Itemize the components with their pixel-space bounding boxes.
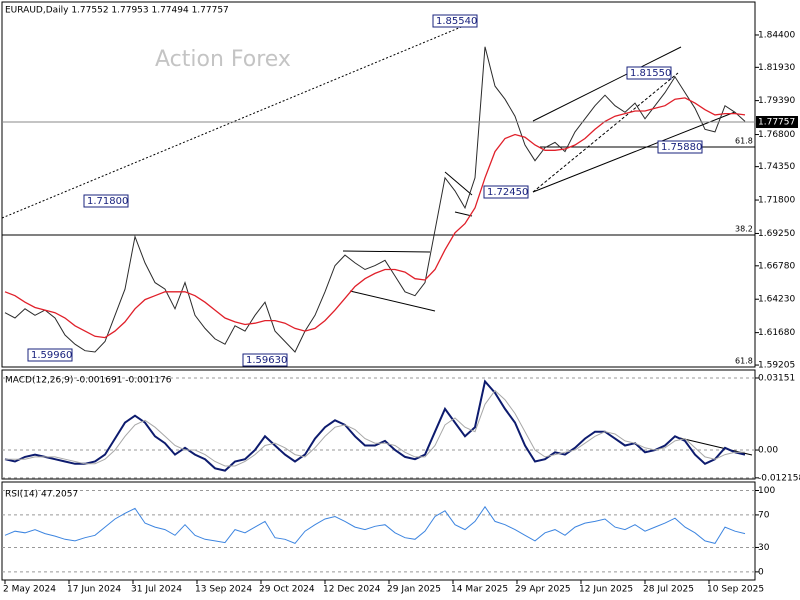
watermark: Action Forex [155,47,291,72]
last-price-box [756,116,798,129]
y-tick-label: 30 [758,543,770,553]
y-tick-label: 1.76800 [758,130,795,140]
y-tick-label: 1.84400 [758,30,795,40]
panel-title: RSI(14) 47.2057 [5,490,78,500]
annotation: 1.72450 [487,187,528,198]
channel-line [532,111,736,193]
x-tick-label: 31 Jul 2024 [131,585,182,595]
x-tick-label: 10 Sep 2025 [707,585,764,595]
y-tick-label: 100 [758,486,775,496]
series-line [4,505,746,545]
x-tick-label: 29 Apr 2025 [515,585,571,595]
annotation-box [483,185,529,199]
series-line [5,389,745,467]
y-tick-label: 1.71800 [758,196,795,206]
x-tick-label: 29 Oct 2024 [259,585,315,595]
annotation-box [657,140,703,154]
annotation-box [27,348,73,362]
annotation: 1.75880 [661,142,702,153]
y-tick-label: 1.74350 [758,162,795,172]
series-line [4,379,746,472]
last-price: 1.77757 [758,118,795,128]
rsi-panel [1,481,756,581]
flag-line [454,211,473,217]
channel-line [532,46,682,122]
y-tick-label: 70 [758,510,770,520]
panel-title: EURAUD,Daily 1.77552 1.77953 1.77494 1.7… [5,6,229,16]
macd-panel [1,369,756,480]
x-tick-label: 13 Sep 2024 [195,585,252,595]
triangle-line [342,250,431,253]
series-line [4,46,746,353]
annotation-box [83,194,129,208]
y-tick-label: 1.69250 [758,229,795,239]
y-tick-label: 0 [758,567,764,577]
flag-line [444,171,473,196]
channel-mid-line [532,72,679,193]
y-tick-label: 1.64230 [758,295,795,305]
y-tick-label: 1.81930 [758,63,795,73]
annotation: 1.71800 [87,196,128,207]
series-line [4,97,746,339]
x-tick-label: 28 Jul 2025 [643,585,694,595]
annotation: 38.2 [735,225,753,234]
main-panel [1,1,756,368]
trend-line [1,19,479,219]
x-tick-label: 12 Dec 2024 [323,585,381,595]
panel-title: MACD(12,26,9) -0.001691 -0.001176 [5,376,172,386]
x-tick-label: 12 Jun 2025 [579,585,633,595]
x-tick-label: 17 Jun 2024 [67,585,121,595]
x-tick-label: 14 Mar 2025 [451,585,508,595]
x-tick-label: 29 Jan 2025 [387,585,441,595]
y-tick-label: -0.012158 [758,473,800,483]
annotation: 1.59630 [246,355,287,366]
annotation: 1.81550 [630,68,671,79]
annotation: 1.85540 [436,16,477,27]
annotation: 61.8 [735,357,753,366]
x-tick-label: 2 May 2024 [3,585,56,595]
y-tick-label: 1.59205 [758,361,795,371]
y-tick-label: 1.79390 [758,96,795,106]
annotation-box [432,14,478,28]
annotation-box [242,353,288,367]
annotation: 1.59960 [31,350,72,361]
y-tick-label: 0.03151 [758,373,795,383]
y-tick-label: 0.00 [758,446,778,456]
triangle-line [349,290,436,312]
annotation: 61.8 [735,137,753,146]
annotation-box [626,66,672,80]
y-tick-label: 1.61680 [758,328,795,338]
y-tick-label: 1.66780 [758,261,795,271]
